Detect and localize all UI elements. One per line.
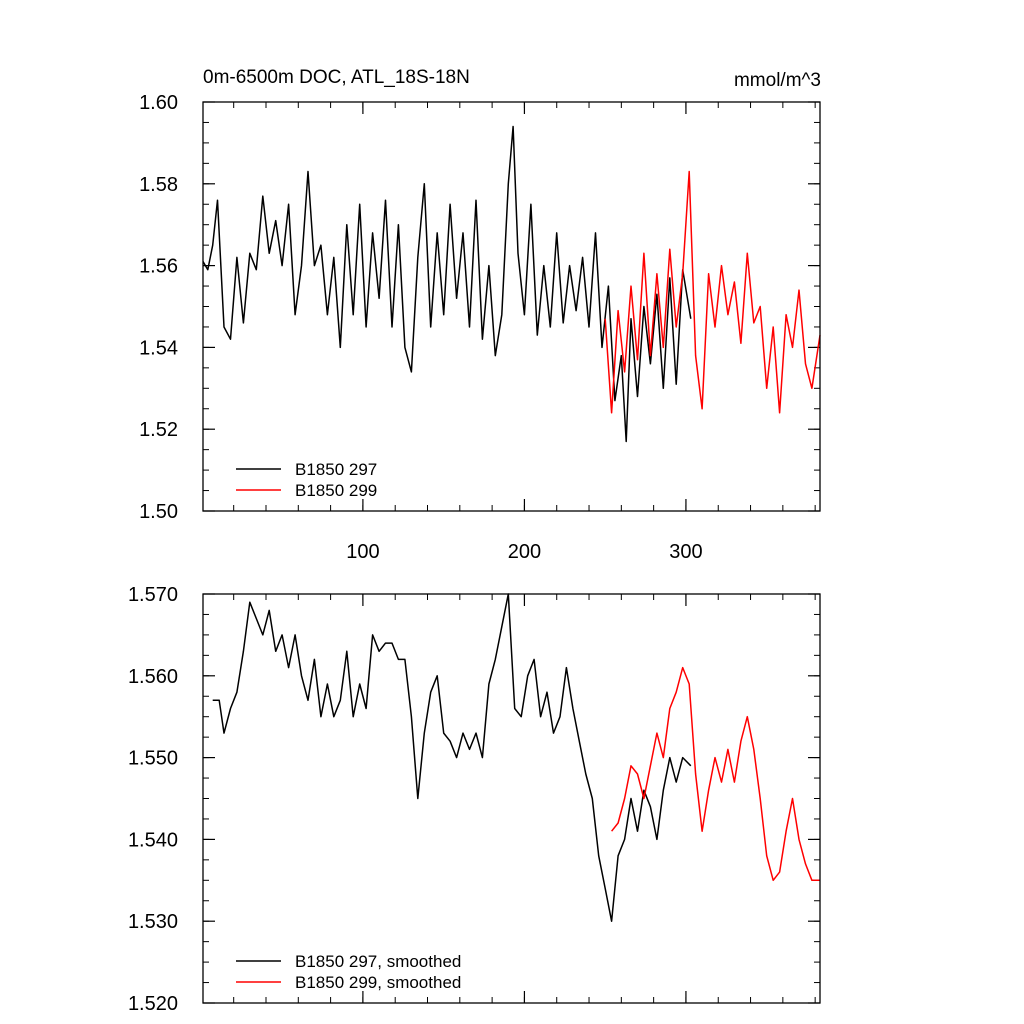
series-line-b1850-299 <box>604 170 821 414</box>
y-axis-ticks: 1.50 1.52 1.54 1.56 1.58 1.60 <box>139 92 820 523</box>
plot-frame <box>202 101 821 512</box>
x-tick-label: 200 <box>508 541 541 563</box>
y-tick-label: 1.58 <box>139 174 178 196</box>
y-tick-label: 1.520 <box>128 993 178 1015</box>
x-tick-label: 100 <box>346 541 379 563</box>
x-tick-label: 300 <box>669 541 702 563</box>
plot-frame <box>202 593 821 1004</box>
chart-title: 0m-6500m DOC, ATL_18S-18N <box>203 67 470 88</box>
y-tick-label: 1.530 <box>128 911 178 933</box>
y-tick-label: 1.56 <box>139 256 178 278</box>
series-group <box>202 125 821 443</box>
legend-label-b1850-297: B1850 297 <box>295 460 377 479</box>
legend: B1850 297, smoothed B1850 299, smoothed <box>236 952 461 992</box>
y-tick-label: 1.60 <box>139 92 178 114</box>
series-line-b1850-297-smoothed <box>212 593 692 922</box>
units-label: mmol/m^3 <box>734 70 821 91</box>
y-tick-label: 1.540 <box>128 829 178 851</box>
x-axis-ticks <box>362 594 687 1003</box>
chart-panel-bottom: 1.520 1.530 1.540 1.550 1.560 1.570 B1850 297… <box>128 584 821 1015</box>
y-tick-label: 1.52 <box>139 419 178 441</box>
legend-label-b1850-297-smoothed: B1850 297, smoothed <box>295 952 461 971</box>
y-tick-label: 1.570 <box>128 584 178 606</box>
x-axis-ticks: 100 200 300 <box>346 102 703 563</box>
y-tick-label: 1.54 <box>139 337 178 359</box>
series-group <box>212 593 820 922</box>
y-tick-label: 1.50 <box>139 501 178 523</box>
y-axis-ticks: 1.520 1.530 1.540 1.550 1.560 1.570 <box>128 584 820 1015</box>
legend: B1850 297 B1850 299 <box>236 460 377 500</box>
legend-label-b1850-299-smoothed: B1850 299, smoothed <box>295 973 461 992</box>
y-tick-label: 1.550 <box>128 748 178 770</box>
series-line-b1850-297 <box>202 125 692 443</box>
y-tick-label: 1.560 <box>128 666 178 688</box>
series-line-b1850-299-smoothed <box>611 666 820 882</box>
legend-label-b1850-299: B1850 299 <box>295 481 377 500</box>
chart-panel-top: 0m-6500m DOC, ATL_18S-18N mmol/m^3 1.501… <box>139 67 821 563</box>
